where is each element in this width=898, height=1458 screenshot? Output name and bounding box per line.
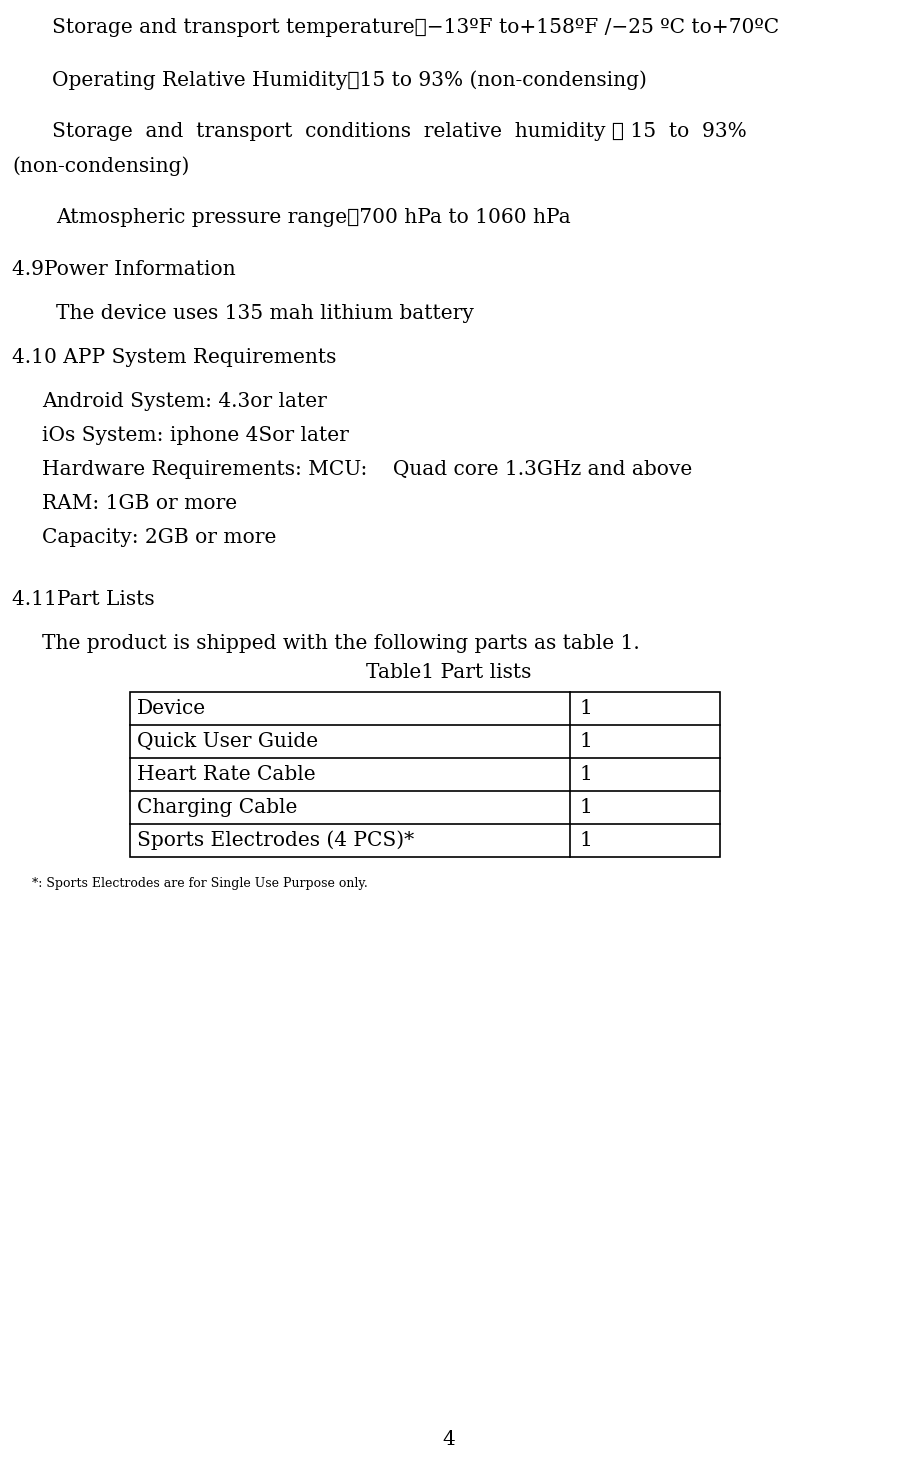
Text: Quick User Guide: Quick User Guide [137, 732, 318, 751]
Text: Capacity: 2GB or more: Capacity: 2GB or more [42, 528, 277, 547]
Text: 4.10 APP System Requirements: 4.10 APP System Requirements [12, 348, 337, 367]
Text: 1: 1 [580, 831, 593, 850]
Text: iOs System: iphone 4Sor later: iOs System: iphone 4Sor later [42, 426, 349, 445]
Text: 1: 1 [580, 765, 593, 784]
Text: 1: 1 [580, 698, 593, 717]
Text: Heart Rate Cable: Heart Rate Cable [137, 765, 315, 784]
Text: Sports Electrodes (4 PCS)*: Sports Electrodes (4 PCS)* [137, 831, 414, 850]
Text: Storage and transport temperature：−13ºF to+158ºF /−25 ºC to+70ºC: Storage and transport temperature：−13ºF … [52, 17, 779, 36]
Text: The product is shipped with the following parts as table 1.: The product is shipped with the followin… [42, 634, 639, 653]
Text: *: Sports Electrodes are for Single Use Purpose only.: *: Sports Electrodes are for Single Use … [32, 878, 368, 891]
Text: The device uses 135 mah lithium battery: The device uses 135 mah lithium battery [56, 305, 474, 324]
Text: 4: 4 [443, 1430, 455, 1449]
Text: Device: Device [137, 698, 207, 717]
Text: 1: 1 [580, 798, 593, 816]
Text: 4.11Part Lists: 4.11Part Lists [12, 590, 154, 609]
Text: Operating Relative Humidity：15 to 93% (non-condensing): Operating Relative Humidity：15 to 93% (n… [52, 70, 647, 89]
Text: RAM: 1GB or more: RAM: 1GB or more [42, 494, 237, 513]
Text: Table1 Part lists: Table1 Part lists [366, 663, 532, 682]
Text: Storage  and  transport  conditions  relative  humidity ： 15  to  93%: Storage and transport conditions relativ… [52, 122, 747, 141]
Text: Android System: 4.3or later: Android System: 4.3or later [42, 392, 327, 411]
Text: 1: 1 [580, 732, 593, 751]
Text: Hardware Requirements: MCU:    Quad core 1.3GHz and above: Hardware Requirements: MCU: Quad core 1.… [42, 461, 692, 480]
Text: Charging Cable: Charging Cable [137, 798, 297, 816]
Text: (non-condensing): (non-condensing) [12, 156, 189, 175]
Bar [130, 691, 720, 857]
Text: 4.9Power Information: 4.9Power Information [12, 260, 235, 278]
Text: Atmospheric pressure range：700 hPa to 1060 hPa: Atmospheric pressure range：700 hPa to 10… [56, 208, 571, 227]
